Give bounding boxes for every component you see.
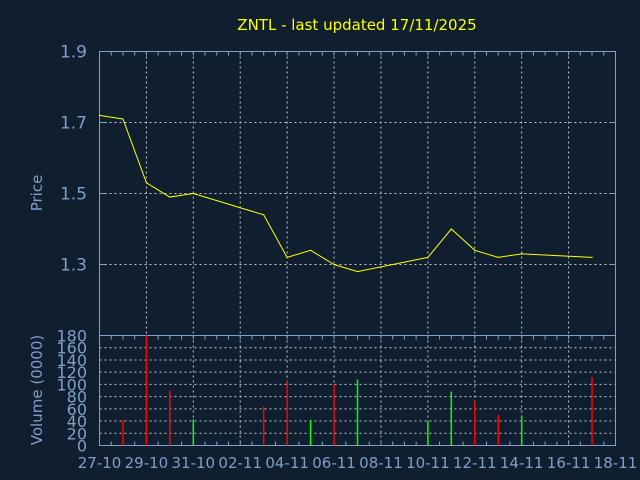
price-point	[427, 256, 429, 258]
volume-axis-label: Volume (0000)	[28, 335, 46, 445]
price-line	[99, 114, 593, 273]
price-point	[474, 249, 476, 251]
x-tick-label: 02-11	[218, 454, 262, 472]
x-tick-label: 27-10	[78, 454, 122, 472]
price-point	[263, 214, 265, 216]
price-point	[356, 271, 359, 273]
volume-tick-label: 180	[56, 327, 87, 346]
x-tick-label: 18-11	[594, 454, 638, 472]
x-tick-label: 29-10	[125, 454, 169, 472]
price-point	[521, 253, 523, 255]
x-tick-label: 06-11	[312, 454, 356, 472]
price-point	[192, 192, 194, 195]
price-point	[591, 256, 593, 258]
volume-tick-label: 40	[67, 412, 87, 431]
price-point	[497, 256, 499, 258]
price-tick-label: 1.5	[60, 185, 87, 205]
price-point	[450, 228, 452, 230]
price-point	[122, 118, 124, 120]
price-plot-frame	[99, 51, 616, 336]
volume-tick-label: 20	[67, 424, 87, 443]
price-tick-label: 1.7	[60, 114, 87, 134]
volume-tick-label: 120	[56, 363, 87, 382]
price-point	[309, 249, 312, 251]
x-tick-label: 04-11	[265, 454, 309, 472]
price-axis-label: Price	[28, 175, 46, 212]
x-tick-label: 31-10	[172, 454, 216, 472]
volume-tick-label: 0	[77, 437, 87, 456]
x-tick-label: 16-11	[547, 454, 591, 472]
chart-title: ZNTL - last updated 17/11/2025	[237, 16, 476, 34]
x-tick-label: 14-11	[500, 454, 544, 472]
volume-tick-label: 140	[56, 351, 87, 370]
price-point	[286, 256, 288, 258]
price-point	[169, 196, 171, 198]
price-point	[145, 182, 148, 184]
x-tick-label: 08-11	[359, 454, 403, 472]
price-tick-label: 1.3	[60, 256, 87, 276]
volume-tick-label: 100	[56, 375, 87, 394]
volume-tick-label: 60	[67, 400, 87, 419]
price-point	[333, 263, 335, 266]
volume-tick-label: 160	[56, 339, 87, 358]
price-point	[98, 114, 101, 116]
x-tick-label: 10-11	[406, 454, 450, 472]
price-tick-label: 1.9	[60, 43, 87, 63]
volume-tick-label: 80	[67, 388, 87, 407]
x-tick-label: 12-11	[453, 454, 497, 472]
